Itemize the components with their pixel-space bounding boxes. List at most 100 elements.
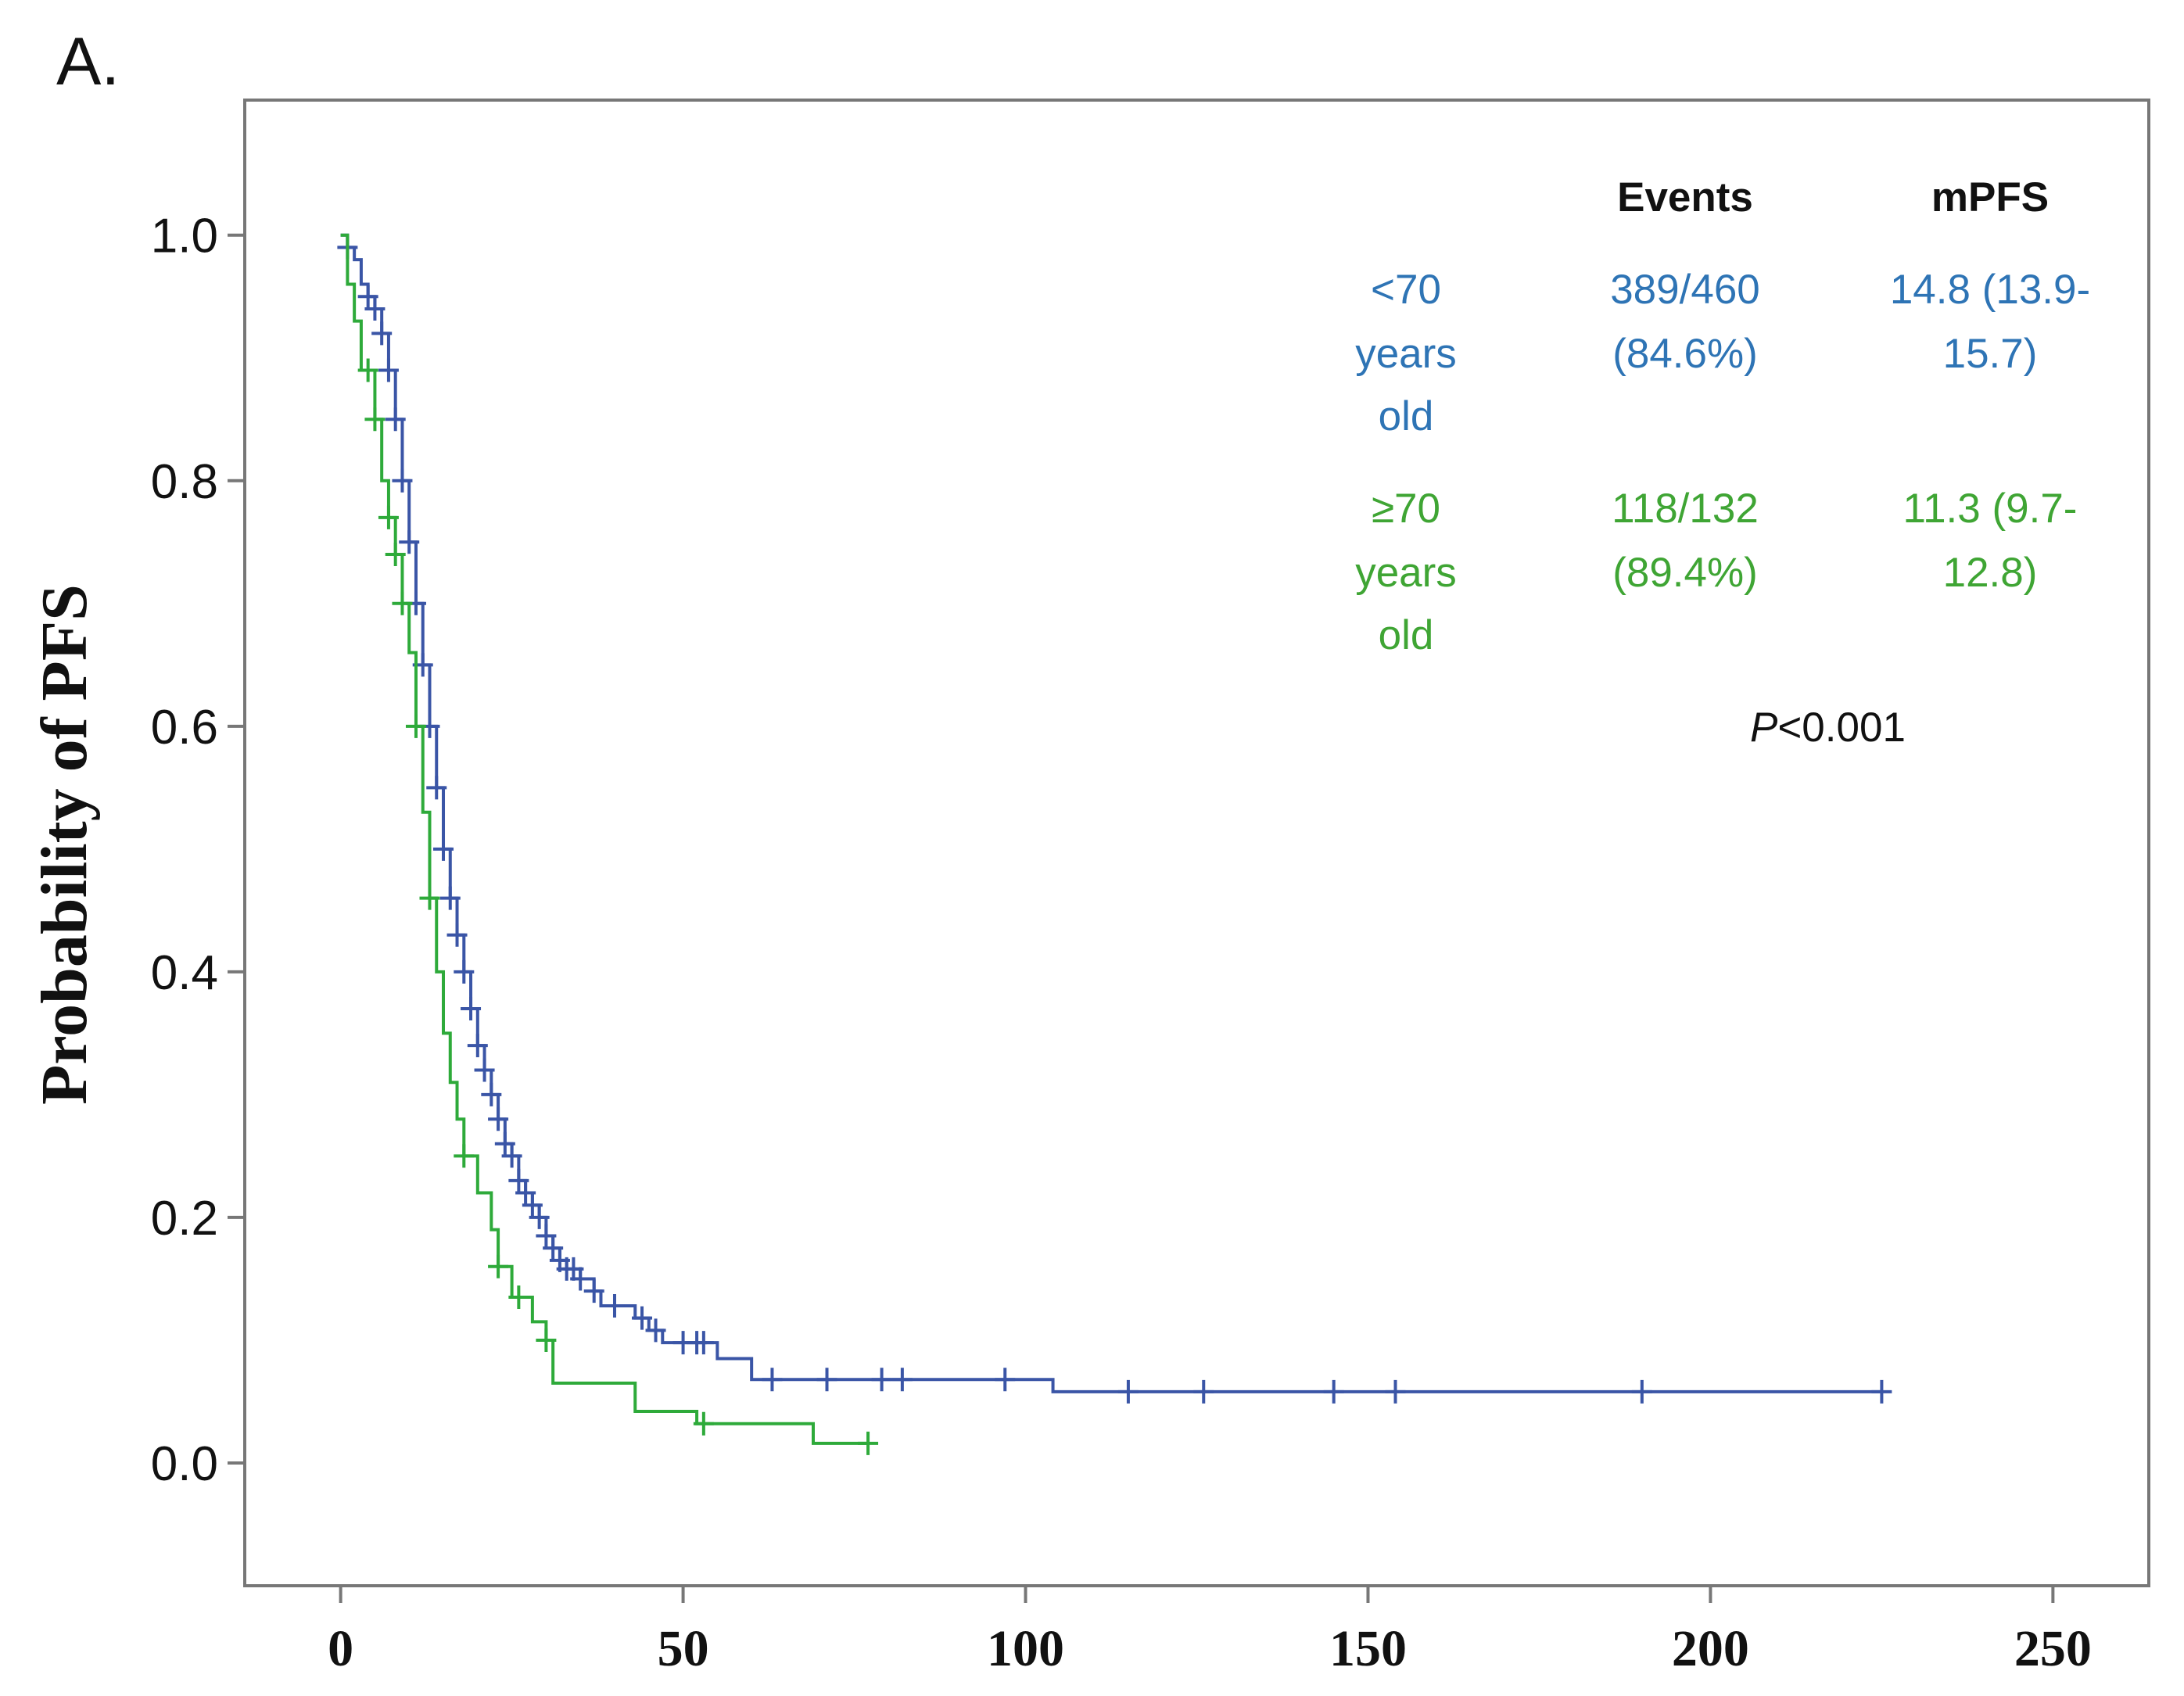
censor-mark	[1323, 1379, 1344, 1404]
censor-mark	[693, 1411, 714, 1436]
censor-mark	[474, 1058, 495, 1082]
y-tick-label: 0.6	[151, 701, 218, 755]
censor-mark	[570, 1267, 591, 1291]
y-tick-label: 0.8	[151, 455, 218, 509]
censor-mark	[481, 1082, 502, 1106]
censor-mark	[1385, 1379, 1406, 1404]
censor-mark	[1631, 1379, 1652, 1404]
events-percent: (84.6%)	[1612, 331, 1758, 377]
censor-mark	[529, 1205, 550, 1229]
y-tick-label: 1.0	[151, 210, 218, 264]
censor-mark	[433, 837, 454, 861]
censor-mark	[467, 1034, 488, 1058]
censor-mark	[399, 530, 420, 554]
censor-mark	[454, 959, 475, 984]
p-value: P<0.001	[1750, 705, 1906, 751]
legend-table: Events mPFS <70 years old 389/460 (84.6%…	[1355, 174, 2090, 751]
censor-mark	[461, 996, 482, 1020]
censor-mark	[891, 1368, 913, 1392]
censor-mark	[1871, 1379, 1892, 1404]
censor-mark	[995, 1368, 1016, 1392]
censor-mark	[1193, 1379, 1214, 1404]
censor-mark	[488, 1107, 509, 1131]
group-label-line: years	[1355, 550, 1457, 596]
censor-mark	[583, 1279, 604, 1303]
mpfs-header: mPFS	[1931, 174, 2049, 221]
legend-row-under70: <70 years old 389/460 (84.6%) 14.8 (13.9…	[1355, 267, 2090, 439]
censor-mark	[858, 1431, 879, 1455]
x-tick-label: 0	[328, 1620, 353, 1677]
censor-mark	[543, 1236, 564, 1260]
survival-curve	[340, 233, 869, 1445]
censor-mark	[378, 358, 399, 382]
legend-row-70plus: ≥70 years old 118/132 (89.4%) 11.3 (9.7-…	[1355, 486, 2077, 658]
censor-mark	[392, 591, 413, 615]
y-tick-label: 0.4	[151, 946, 218, 1000]
censor-mark	[871, 1368, 892, 1392]
mpfs-value: 11.3 (9.7-	[1903, 486, 2078, 532]
censor-mark	[378, 505, 399, 529]
censor-mark	[439, 886, 461, 910]
censor-mark	[536, 1224, 557, 1248]
series-70plus	[340, 233, 879, 1455]
group-label-line: <70	[1371, 267, 1441, 313]
censor-mark	[1117, 1379, 1139, 1404]
x-tick-label: 200	[1672, 1620, 1749, 1677]
censor-mark	[385, 542, 406, 566]
y-axis: 0.0 0.2 0.4 0.6 0.8 1.0	[151, 210, 245, 1491]
group-label-line: ≥70	[1372, 486, 1440, 532]
x-axis: 0 50 100 150 200 250	[328, 1586, 2092, 1677]
y-axis-label: Probability of PFS	[28, 584, 101, 1105]
group-label-line: years	[1355, 331, 1457, 377]
x-tick-label: 150	[1329, 1620, 1407, 1677]
censor-mark	[762, 1368, 783, 1392]
x-tick-label: 250	[2014, 1620, 2092, 1677]
censor-mark	[604, 1293, 625, 1318]
y-tick-label: 0.0	[151, 1437, 218, 1491]
censor-mark	[488, 1254, 509, 1278]
series-under70	[337, 233, 1892, 1404]
censor-mark	[522, 1193, 543, 1217]
censor-mark	[508, 1285, 529, 1309]
censor-mark	[632, 1306, 653, 1330]
censor-mark	[645, 1318, 666, 1343]
censor-mark	[357, 358, 378, 382]
censor-mark	[446, 923, 468, 947]
panel-label: A.	[56, 24, 120, 99]
censor-mark	[515, 1181, 536, 1205]
p-label: P	[1750, 705, 1778, 751]
p-number: <0.001	[1777, 705, 1906, 751]
events-value: 389/460	[1610, 267, 1760, 313]
x-tick-label: 100	[987, 1620, 1064, 1677]
censor-mark	[392, 468, 413, 493]
group-label-line: old	[1379, 612, 1434, 658]
x-tick-label: 50	[658, 1620, 709, 1677]
censor-mark	[385, 407, 406, 432]
censor-mark	[364, 296, 386, 321]
events-percent: (89.4%)	[1612, 550, 1758, 596]
plot-frame	[243, 99, 2150, 1587]
events-header: Events	[1617, 174, 1753, 221]
censor-mark	[816, 1368, 837, 1392]
censor-mark	[494, 1131, 515, 1156]
mpfs-value: 14.8 (13.9-	[1890, 267, 2090, 313]
series-layer	[337, 233, 1892, 1455]
censor-mark	[536, 1328, 557, 1352]
group-label-line: old	[1379, 393, 1434, 439]
mpfs-ci: 12.8)	[1943, 550, 2038, 596]
censor-mark	[501, 1144, 522, 1168]
censor-mark	[454, 1144, 475, 1168]
y-tick-label: 0.2	[151, 1192, 218, 1246]
survival-curve	[340, 233, 1882, 1393]
censor-mark	[426, 776, 447, 800]
censor-mark	[405, 714, 426, 738]
censor-mark	[508, 1168, 529, 1192]
censor-mark	[357, 285, 378, 309]
events-value: 118/132	[1612, 486, 1759, 532]
censor-mark	[371, 321, 393, 346]
censor-mark	[419, 886, 440, 910]
mpfs-ci: 15.7)	[1943, 331, 2038, 377]
censor-mark	[364, 407, 386, 432]
censor-mark	[693, 1331, 714, 1355]
